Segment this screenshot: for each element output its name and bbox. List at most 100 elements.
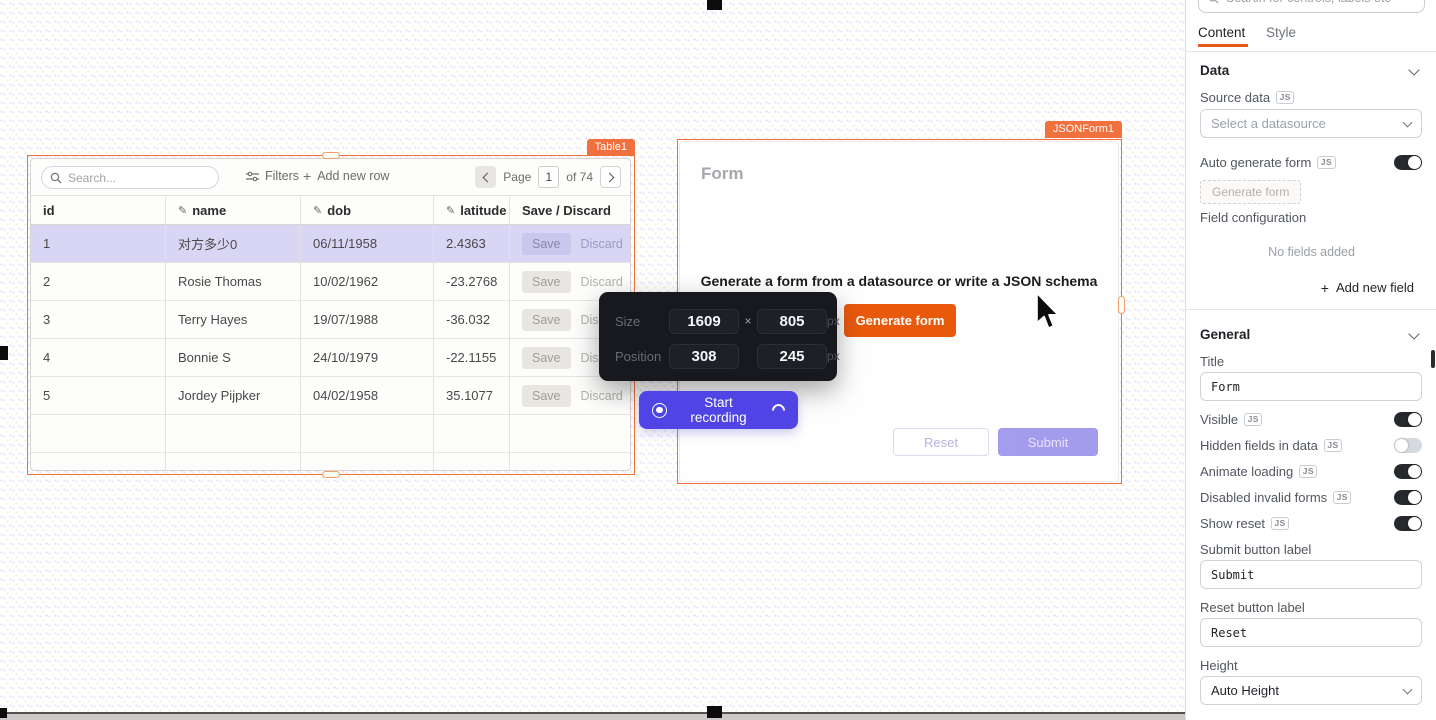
form-submit-button[interactable]: Submit — [998, 428, 1098, 456]
column-header-id[interactable]: id — [31, 196, 166, 224]
column-header-name[interactable]: ✎ name — [166, 196, 301, 224]
width-value-field[interactable]: 1609 — [669, 308, 739, 334]
save-button[interactable]: Save — [522, 384, 571, 407]
property-pane: Search for controls, labels etc Content … — [1185, 0, 1436, 720]
chevron-down-icon[interactable] — [1408, 64, 1420, 76]
reset-button-label-input[interactable] — [1200, 618, 1422, 647]
cell-id[interactable]: 5 — [31, 377, 166, 414]
height-select[interactable]: Auto Height — [1200, 676, 1422, 705]
save-button[interactable]: Save — [522, 346, 571, 369]
table-widget[interactable]: Filters + Add new row Page of 74 id ✎nam… — [30, 158, 631, 471]
table-row-empty — [31, 415, 630, 453]
pane-scrollbar-thumb[interactable] — [1431, 350, 1435, 368]
cell-latitude[interactable]: 2.4363 — [434, 225, 510, 262]
editor-canvas[interactable]: Filters + Add new row Page of 74 id ✎nam… — [0, 0, 1185, 720]
show-reset-toggle[interactable] — [1394, 516, 1422, 531]
prev-page-button[interactable] — [475, 166, 497, 188]
start-recording-button[interactable]: Start recording — [639, 391, 798, 429]
discard-button[interactable]: Discard — [580, 388, 623, 403]
table-widget-tag[interactable]: Table1 — [586, 139, 635, 156]
page-number-input[interactable] — [538, 166, 560, 188]
general-section-header[interactable]: General — [1200, 327, 1251, 342]
chevron-down-icon — [1402, 684, 1413, 694]
column-header-actions[interactable]: Save / Discard — [522, 202, 611, 218]
y-value-field[interactable]: 245 — [757, 343, 827, 369]
chevron-down-icon — [1402, 117, 1413, 127]
animate-loading-toggle[interactable] — [1394, 464, 1422, 479]
table-row[interactable]: 4 Bonnie S 24/10/1979 -22.1155 SaveDisca… — [31, 339, 630, 377]
table-resize-handle-bottom[interactable] — [322, 471, 340, 478]
inspector-search-input[interactable]: Search for controls, labels etc — [1198, 0, 1425, 13]
canvas-resize-handle-left[interactable] — [0, 346, 8, 360]
save-button[interactable]: Save — [522, 308, 571, 331]
cell-id[interactable]: 4 — [31, 339, 166, 376]
cell-latitude[interactable]: 35.1077 — [434, 377, 510, 414]
js-badge[interactable]: JS — [1244, 413, 1263, 426]
canvas-resize-handle-bottom[interactable] — [707, 706, 722, 718]
generate-form-pane-button[interactable]: Generate form — [1200, 180, 1302, 204]
js-badge[interactable]: JS — [1299, 465, 1318, 478]
cell-name[interactable]: Jordey Pijpker — [166, 377, 301, 414]
table-row[interactable]: 2 Rosie Thomas 10/02/1962 -23.2768 Save D… — [31, 263, 630, 301]
hidden-fields-toggle[interactable] — [1394, 438, 1422, 453]
save-button[interactable]: Save — [522, 232, 571, 255]
cell-latitude[interactable]: -36.032 — [434, 301, 510, 338]
js-badge[interactable]: JS — [1276, 91, 1295, 104]
jsonform-resize-handle-right[interactable] — [1118, 296, 1125, 314]
form-empty-state-text: Generate a form from a datasource or wri… — [700, 273, 1098, 289]
cell-latitude[interactable]: -23.2768 — [434, 263, 510, 300]
js-badge[interactable]: JS — [1333, 491, 1352, 504]
title-input[interactable] — [1200, 372, 1422, 401]
disabled-invalid-forms-toggle[interactable] — [1394, 490, 1422, 505]
cell-dob[interactable]: 10/02/1962 — [301, 263, 434, 300]
discard-button[interactable]: Discard — [580, 236, 623, 251]
cell-name[interactable]: Rosie Thomas — [166, 263, 301, 300]
generate-form-button[interactable]: Generate form — [844, 304, 956, 337]
cell-latitude[interactable]: -22.1155 — [434, 339, 510, 376]
data-section-header[interactable]: Data — [1200, 63, 1230, 78]
submit-button-label-input[interactable] — [1200, 560, 1422, 589]
visible-toggle[interactable] — [1394, 412, 1422, 427]
table-filters-button[interactable]: Filters — [246, 169, 299, 183]
cell-name[interactable]: 对方多少0 — [166, 225, 301, 262]
datasource-select[interactable]: Select a datasource — [1200, 109, 1422, 138]
table-row[interactable]: 5 Jordey Pijpker 04/02/1958 35.1077 Save… — [31, 377, 630, 415]
table-search-box[interactable] — [41, 166, 219, 189]
title-label: Title — [1200, 354, 1225, 369]
x-value-field[interactable]: 308 — [669, 343, 739, 369]
canvas-resize-handle-bottom-left[interactable] — [0, 708, 7, 718]
divider — [1186, 309, 1436, 310]
cell-dob[interactable]: 19/07/1988 — [301, 301, 434, 338]
chevron-down-icon[interactable] — [1408, 328, 1420, 340]
table-search-input[interactable] — [68, 170, 198, 185]
canvas-resize-handle-top[interactable] — [707, 0, 722, 10]
table-row[interactable]: 3 Terry Hayes 19/07/1988 -36.032 SaveDis… — [31, 301, 630, 339]
auto-generate-form-toggle[interactable] — [1394, 155, 1422, 170]
js-badge[interactable]: JS — [1317, 156, 1336, 169]
record-icon — [652, 402, 667, 418]
cell-id[interactable]: 3 — [31, 301, 166, 338]
position-label: Position — [615, 348, 662, 364]
cell-name[interactable]: Bonnie S — [166, 339, 301, 376]
table-add-row-button[interactable]: + Add new row — [303, 169, 389, 183]
js-badge[interactable]: JS — [1323, 439, 1343, 452]
cell-dob[interactable]: 24/10/1979 — [301, 339, 434, 376]
tab-content[interactable]: Content — [1198, 25, 1246, 40]
height-value-field[interactable]: 805 — [757, 308, 827, 334]
next-page-button[interactable] — [600, 166, 621, 188]
cell-dob[interactable]: 06/11/1958 — [301, 225, 434, 262]
discard-button[interactable]: Discard — [580, 274, 623, 289]
column-header-dob[interactable]: ✎ dob — [301, 196, 434, 224]
cell-id[interactable]: 2 — [31, 263, 166, 300]
table-row[interactable]: 1 对方多少0 06/11/1958 2.4363 Save Discard — [31, 225, 630, 263]
cell-dob[interactable]: 04/02/1958 — [301, 377, 434, 414]
add-new-field-button[interactable]: + Add new field — [1320, 279, 1414, 296]
form-reset-button[interactable]: Reset — [893, 428, 989, 456]
cell-id[interactable]: 1 — [31, 225, 166, 262]
js-badge[interactable]: JS — [1271, 517, 1290, 530]
column-header-latitude[interactable]: ✎ latitude — [434, 196, 510, 224]
tab-style[interactable]: Style — [1266, 25, 1297, 40]
cell-name[interactable]: Terry Hayes — [166, 301, 301, 338]
jsonform-widget-tag[interactable]: JSONForm1 — [1044, 121, 1122, 138]
save-button[interactable]: Save — [522, 270, 571, 293]
